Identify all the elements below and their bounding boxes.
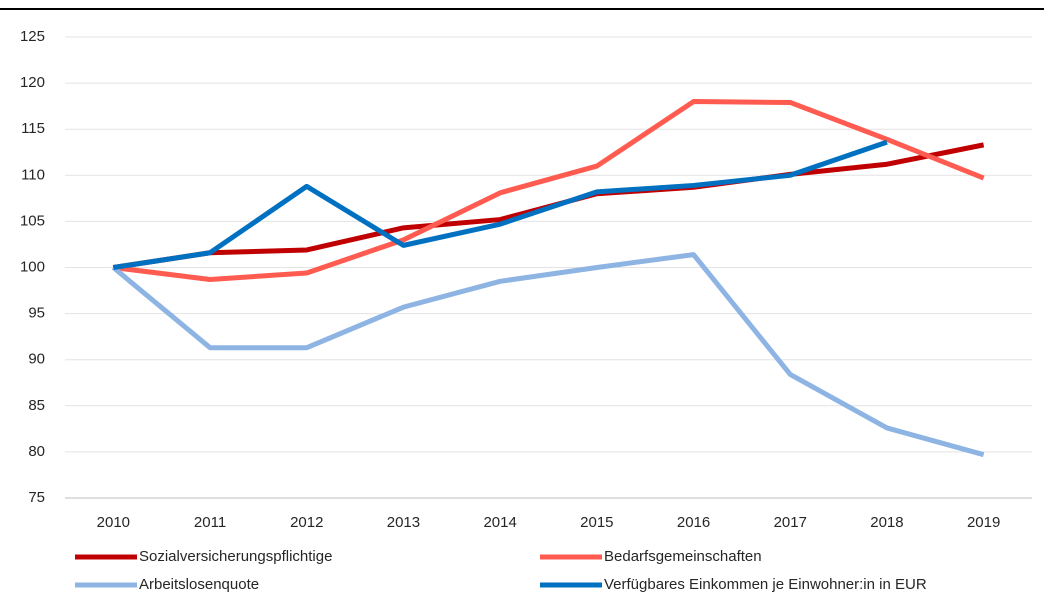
y-tick-label: 95 [28, 305, 45, 322]
x-tick-label: 2018 [870, 514, 903, 531]
y-tick-label: 90 [28, 351, 45, 368]
x-tick-label: 2012 [290, 514, 323, 531]
y-tick-label: 115 [21, 120, 45, 137]
x-tick-label: 2016 [677, 514, 710, 531]
x-tick-label: 2014 [483, 514, 516, 531]
x-tick-label: 2015 [580, 514, 613, 531]
legend-label: Sozialversicherungspflichtige [139, 548, 332, 565]
x-tick-label: 2017 [774, 514, 807, 531]
legend-label: Verfügbares Einkommen je Einwohner:in in… [604, 576, 927, 593]
series-line [112, 139, 888, 270]
x-tick-label: 2019 [967, 514, 1000, 531]
legend-label: Bedarfsgemeinschaften [604, 548, 762, 565]
y-tick-label: 85 [28, 397, 45, 414]
x-tick-label: 2013 [387, 514, 420, 531]
y-tick-label: 80 [28, 443, 45, 460]
x-tick-label: 2010 [97, 514, 130, 531]
series-line [113, 99, 985, 282]
y-tick-label: 120 [20, 74, 45, 91]
y-tick-label: 75 [28, 489, 45, 506]
y-tick-label: 100 [20, 258, 45, 275]
y-tick-label: 125 [20, 28, 45, 45]
legend-label: Arbeitslosenquote [139, 576, 259, 593]
series-line [111, 252, 985, 458]
x-tick-label: 2011 [194, 514, 226, 531]
y-tick-label: 105 [20, 212, 45, 229]
y-tick-label: 110 [21, 166, 45, 183]
